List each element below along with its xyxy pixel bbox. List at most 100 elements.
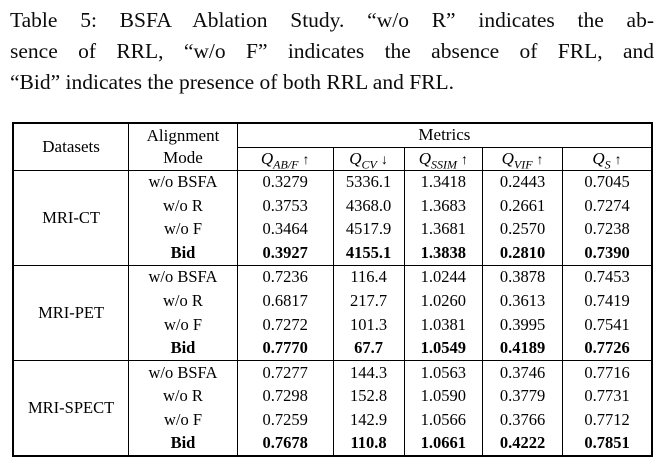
table-row: w/o F 0.7272 101.3 1.0381 0.3995 0.7541	[13, 312, 653, 337]
metric-value-cell: 0.3279	[236, 169, 334, 194]
metric-value-cell: 0.7390	[562, 241, 653, 266]
metric-value-cell: 0.3753	[236, 193, 334, 218]
table-row: w/o R 0.6817 217.7 1.0260 0.3613 0.7419	[13, 288, 653, 313]
alignment-mode-cell: w/o F	[128, 312, 238, 337]
metric-value-cell: 0.7731	[562, 384, 653, 408]
metric-value-cell: 0.4222	[482, 431, 564, 456]
metric-value-cell: 217.7	[332, 288, 405, 313]
metric-base: Q	[592, 148, 605, 168]
table-row: w/o F 0.3464 4517.9 1.3681 0.2570 0.7238	[13, 217, 653, 242]
alignment-mode-cell: w/o F	[128, 217, 238, 242]
metric-value-cell: 0.7277	[236, 359, 334, 385]
metric-value-cell: 0.3746	[482, 359, 564, 385]
metric-value-cell: 1.3418	[403, 169, 484, 194]
metric-value-cell: 0.3995	[482, 312, 564, 337]
table-row: MRI-CT w/o BSFA 0.3279 5336.1 1.3418 0.2…	[12, 169, 653, 266]
metric-value-cell: 0.7419	[562, 288, 653, 313]
ablation-table: Datasets Alignment Mode Metrics QAB/F ↑ Q…	[12, 122, 653, 457]
alignment-mode-cell: w/o BSFA	[128, 264, 238, 289]
alignment-mode-cell: Bid	[128, 241, 238, 266]
metric-value-cell: 1.0566	[403, 407, 484, 432]
header-row-1: Datasets Alignment Mode Metrics	[12, 123, 653, 171]
metric-value-cell: 0.3878	[482, 264, 564, 289]
alignment-mode-cell: Bid	[128, 431, 238, 456]
header-metric-qvif: QVIF ↑	[482, 147, 564, 170]
metric-value-cell: 101.3	[332, 312, 405, 337]
metric-value-cell: 4517.9	[332, 217, 405, 242]
table-header: Datasets Alignment Mode Metrics QAB/F ↑ Q…	[12, 123, 653, 171]
metric-value-cell: 0.3927	[236, 241, 334, 266]
metric-subscript: AB/F	[273, 156, 299, 170]
metric-value-cell: 0.3779	[482, 384, 564, 408]
metric-value-cell: 1.0244	[403, 264, 484, 289]
header-row-2: QAB/F ↑ QCV ↓ QSSIM ↑ QVIF ↑ QS ↑	[13, 147, 653, 170]
metric-value-cell: 0.7259	[236, 407, 334, 432]
metric-value-cell: 1.0549	[403, 336, 484, 361]
up-arrow-icon: ↑	[614, 152, 622, 168]
metric-value-cell: 0.3766	[482, 407, 564, 432]
alignment-mode-cell: w/o R	[128, 193, 238, 218]
metric-value-cell: 0.7712	[562, 407, 653, 432]
metric-value-cell: 0.7045	[562, 169, 653, 194]
metric-subscript: VIF	[513, 156, 533, 170]
metric-value-cell: 0.7236	[236, 264, 334, 289]
metric-value-cell: 67.7	[332, 336, 405, 361]
metric-value-cell: 0.7770	[236, 336, 334, 361]
metric-base: Q	[501, 148, 514, 168]
table-row: w/o R 0.3753 4368.0 1.3683 0.2661 0.7274	[13, 193, 653, 218]
metric-value-cell: 1.3681	[403, 217, 484, 242]
caption-line-2: sence of RRL, “w/o F” indicates the abse…	[10, 39, 654, 63]
metric-value-cell: 0.7298	[236, 384, 334, 408]
metric-subscript: CV	[361, 156, 377, 170]
metric-base: Q	[418, 148, 431, 168]
metric-value-cell: 4368.0	[332, 193, 405, 218]
metric-value-cell: 0.7716	[562, 359, 653, 385]
table-row: Bid 0.3927 4155.1 1.3838 0.2810 0.7390	[13, 241, 653, 266]
caption-line-3: “Bid” indicates the presence of both RRL…	[10, 70, 455, 94]
alignment-mode-cell: w/o F	[128, 407, 238, 432]
metric-base: Q	[260, 148, 274, 168]
table-row: Bid 0.7770 67.7 1.0549 0.4189 0.7726	[13, 336, 653, 361]
metric-value-cell: 0.4189	[482, 336, 564, 361]
metric-value-cell: 0.7726	[562, 336, 653, 361]
metric-value-cell: 1.0563	[403, 359, 484, 385]
alignment-mode-cell: w/o BSFA	[128, 169, 238, 194]
metric-value-cell: 142.9	[332, 407, 405, 432]
metric-value-cell: 0.3464	[236, 217, 334, 242]
metric-value-cell: 0.7238	[562, 217, 653, 242]
metric-value-cell: 0.7851	[562, 431, 653, 456]
metric-value-cell: 0.6817	[236, 288, 334, 313]
metric-value-cell: 0.2443	[482, 169, 564, 194]
metric-value-cell: 0.7274	[562, 193, 653, 218]
header-datasets: Datasets	[12, 123, 130, 171]
down-arrow-icon: ↓	[380, 152, 388, 168]
dataset-label-mri-pet: MRI-PET	[12, 264, 130, 361]
metric-value-cell: 4155.1	[332, 241, 405, 266]
alignment-mode-cell: w/o R	[128, 384, 238, 408]
metric-value-cell: 1.3838	[403, 241, 484, 266]
header-alignment-line2: Mode	[163, 147, 203, 167]
metric-value-cell: 152.8	[332, 384, 405, 408]
dataset-label-mri-ct: MRI-CT	[12, 169, 130, 266]
table-row: Bid 0.7678 110.8 1.0661 0.4222 0.7851	[13, 431, 653, 456]
metric-value-cell: 1.0381	[403, 312, 484, 337]
table-row: MRI-PET w/o BSFA 0.7236 116.4 1.0244 0.3…	[12, 264, 653, 361]
metric-base: Q	[349, 148, 362, 168]
metric-value-cell: 110.8	[332, 431, 405, 456]
metric-value-cell: 0.7453	[562, 264, 653, 289]
header-metric-qabf: QAB/F ↑	[236, 147, 334, 170]
dataset-label-mri-spect: MRI-SPECT	[12, 359, 130, 456]
table-row: w/o R 0.7298 152.8 1.0590 0.3779 0.7731	[13, 384, 653, 408]
metric-value-cell: 0.3613	[482, 288, 564, 313]
metric-value-cell: 1.3683	[403, 193, 484, 218]
metric-subscript: SSIM	[430, 156, 457, 170]
metric-value-cell: 116.4	[332, 264, 405, 289]
metric-value-cell: 5336.1	[332, 169, 405, 194]
metric-subscript: S	[604, 156, 611, 170]
header-metric-qcv: QCV ↓	[332, 147, 405, 170]
caption-line-1: Table 5: BSFA Ablation Study. “w/o R” in…	[10, 8, 654, 32]
metric-value-cell: 0.2570	[482, 217, 564, 242]
alignment-mode-cell: Bid	[128, 336, 238, 361]
header-alignment-mode: Alignment Mode	[128, 123, 238, 171]
header-alignment-line1: Alignment	[146, 125, 220, 145]
